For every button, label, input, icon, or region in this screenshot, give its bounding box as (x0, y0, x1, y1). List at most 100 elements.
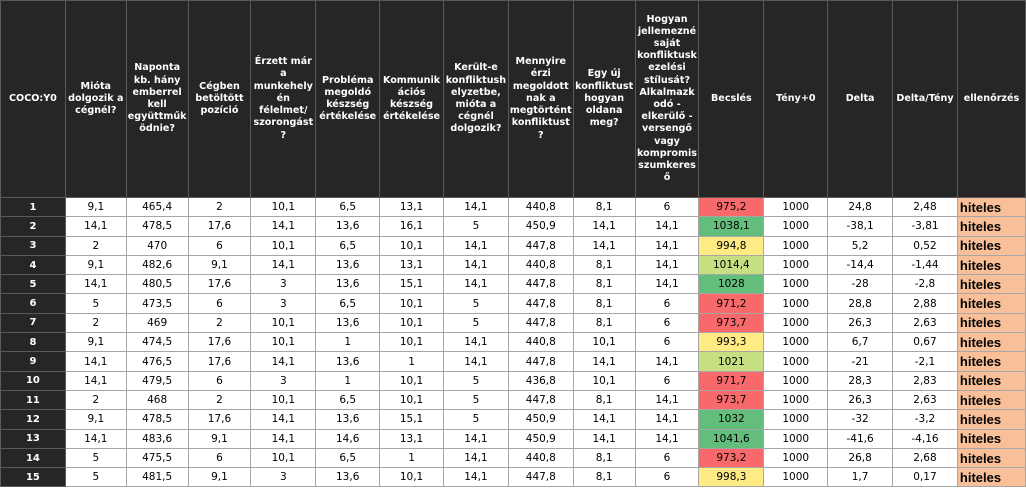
data-cell[interactable]: 14,1 (442, 447, 509, 469)
data-cell[interactable]: 470 (125, 235, 189, 256)
data-cell[interactable]: 14,1 (64, 216, 127, 237)
data-cell[interactable]: 15,1 (379, 409, 444, 430)
fact-cell[interactable]: 1000 (763, 274, 829, 295)
data-cell[interactable]: 14,1 (250, 409, 317, 430)
check-cell[interactable]: hiteles (956, 370, 1026, 391)
estimate-cell[interactable]: 1028 (698, 274, 765, 295)
data-cell[interactable]: 9,1 (64, 196, 127, 218)
row-number-cell[interactable]: 3 (0, 235, 66, 256)
data-cell[interactable]: 17,6 (187, 409, 252, 430)
data-cell[interactable]: 6 (634, 293, 700, 314)
data-cell[interactable]: 13,6 (315, 409, 381, 430)
row-number-cell[interactable]: 11 (0, 389, 66, 411)
estimate-cell[interactable]: 971,7 (698, 370, 765, 391)
fact-cell[interactable]: 1000 (763, 467, 829, 488)
check-cell[interactable]: hiteles (956, 467, 1026, 488)
delta-ratio-cell[interactable]: -3,81 (892, 216, 958, 237)
data-cell[interactable]: 6,5 (315, 389, 381, 411)
estimate-cell[interactable]: 994,8 (698, 235, 765, 256)
data-cell[interactable]: 13,6 (315, 216, 381, 237)
data-cell[interactable]: 17,6 (187, 332, 252, 353)
data-cell[interactable]: 10,1 (250, 235, 317, 256)
data-cell[interactable]: 483,6 (125, 428, 189, 449)
delta-ratio-cell[interactable]: 2,63 (892, 389, 958, 411)
delta-cell[interactable]: -14,4 (827, 254, 894, 276)
check-cell[interactable]: hiteles (956, 428, 1026, 449)
data-cell[interactable]: 10,1 (572, 332, 636, 353)
data-cell[interactable]: 440,8 (507, 254, 574, 276)
delta-ratio-cell[interactable]: -3,2 (892, 409, 958, 430)
data-cell[interactable]: 8,1 (572, 254, 636, 276)
delta-ratio-cell[interactable]: 2,88 (892, 293, 958, 314)
estimate-cell[interactable]: 1021 (698, 351, 765, 372)
data-cell[interactable]: 2 (64, 312, 127, 334)
data-cell[interactable]: 482,6 (125, 254, 189, 276)
estimate-cell[interactable]: 973,2 (698, 447, 765, 469)
fact-cell[interactable]: 1000 (763, 254, 829, 276)
data-cell[interactable]: 450,9 (507, 428, 574, 449)
data-cell[interactable]: 6 (634, 196, 700, 218)
delta-cell[interactable]: -41,6 (827, 428, 894, 449)
estimate-cell[interactable]: 1014,4 (698, 254, 765, 276)
data-cell[interactable]: 3 (250, 370, 317, 391)
data-cell[interactable]: 13,6 (315, 312, 381, 334)
estimate-cell[interactable]: 1041,6 (698, 428, 765, 449)
column-header[interactable]: Egy új konfliktust hogyan oldana meg? (572, 0, 636, 198)
row-number-cell[interactable]: 6 (0, 293, 66, 314)
column-header[interactable]: Hogyan jellemezné saját konfliktuskezelé… (634, 0, 700, 198)
delta-cell[interactable]: 26,8 (827, 447, 894, 469)
data-cell[interactable]: 14,1 (634, 428, 700, 449)
estimate-cell[interactable]: 973,7 (698, 312, 765, 334)
data-cell[interactable]: 15,1 (379, 274, 444, 295)
fact-cell[interactable]: 1000 (763, 370, 829, 391)
delta-ratio-cell[interactable]: -1,44 (892, 254, 958, 276)
data-cell[interactable]: 5 (442, 370, 509, 391)
check-cell[interactable]: hiteles (956, 312, 1026, 334)
data-cell[interactable]: 14,1 (634, 274, 700, 295)
data-cell[interactable]: 14,1 (442, 351, 509, 372)
data-cell[interactable]: 5 (442, 216, 509, 237)
estimate-cell[interactable]: 971,2 (698, 293, 765, 314)
data-cell[interactable]: 478,5 (125, 409, 189, 430)
data-cell[interactable]: 9,1 (64, 332, 127, 353)
data-cell[interactable]: 13,1 (379, 428, 444, 449)
data-cell[interactable]: 447,8 (507, 235, 574, 256)
data-cell[interactable]: 2 (187, 389, 252, 411)
row-number-cell[interactable]: 2 (0, 216, 66, 237)
data-cell[interactable]: 478,5 (125, 216, 189, 237)
data-cell[interactable]: 14,1 (442, 332, 509, 353)
data-cell[interactable]: 10,1 (250, 332, 317, 353)
data-cell[interactable]: 14,1 (64, 370, 127, 391)
data-cell[interactable]: 447,8 (507, 389, 574, 411)
data-cell[interactable]: 6,5 (315, 293, 381, 314)
data-cell[interactable]: 2 (64, 389, 127, 411)
data-cell[interactable]: 6 (634, 467, 700, 488)
row-number-cell[interactable]: 4 (0, 254, 66, 276)
row-number-cell[interactable]: 1 (0, 196, 66, 218)
data-cell[interactable]: 14,1 (572, 351, 636, 372)
data-cell[interactable]: 14,1 (572, 409, 636, 430)
check-cell[interactable]: hiteles (956, 216, 1026, 237)
data-cell[interactable]: 14,1 (250, 351, 317, 372)
check-cell[interactable]: hiteles (956, 196, 1026, 218)
data-cell[interactable]: 14,1 (442, 274, 509, 295)
data-cell[interactable]: 10,1 (379, 467, 444, 488)
delta-cell[interactable]: 5,2 (827, 235, 894, 256)
data-cell[interactable]: 14,1 (572, 216, 636, 237)
delta-ratio-cell[interactable]: -2,1 (892, 351, 958, 372)
delta-cell[interactable]: 26,3 (827, 312, 894, 334)
data-cell[interactable]: 14,1 (442, 196, 509, 218)
data-cell[interactable]: 10,1 (250, 389, 317, 411)
delta-ratio-cell[interactable]: 2,63 (892, 312, 958, 334)
data-cell[interactable]: 13,6 (315, 254, 381, 276)
data-cell[interactable]: 13,6 (315, 274, 381, 295)
column-header[interactable]: Került-e konfliktushelyzetbe, mióta a cé… (442, 0, 509, 198)
column-header[interactable]: Naponta kb. hány emberrel kell együttműk… (125, 0, 189, 198)
data-cell[interactable]: 14,1 (634, 235, 700, 256)
data-cell[interactable]: 10,1 (250, 447, 317, 469)
data-cell[interactable]: 9,1 (64, 409, 127, 430)
data-cell[interactable]: 5 (64, 293, 127, 314)
column-header[interactable]: Becslés (698, 0, 765, 198)
data-cell[interactable]: 10,1 (379, 293, 444, 314)
data-cell[interactable]: 1 (379, 351, 444, 372)
